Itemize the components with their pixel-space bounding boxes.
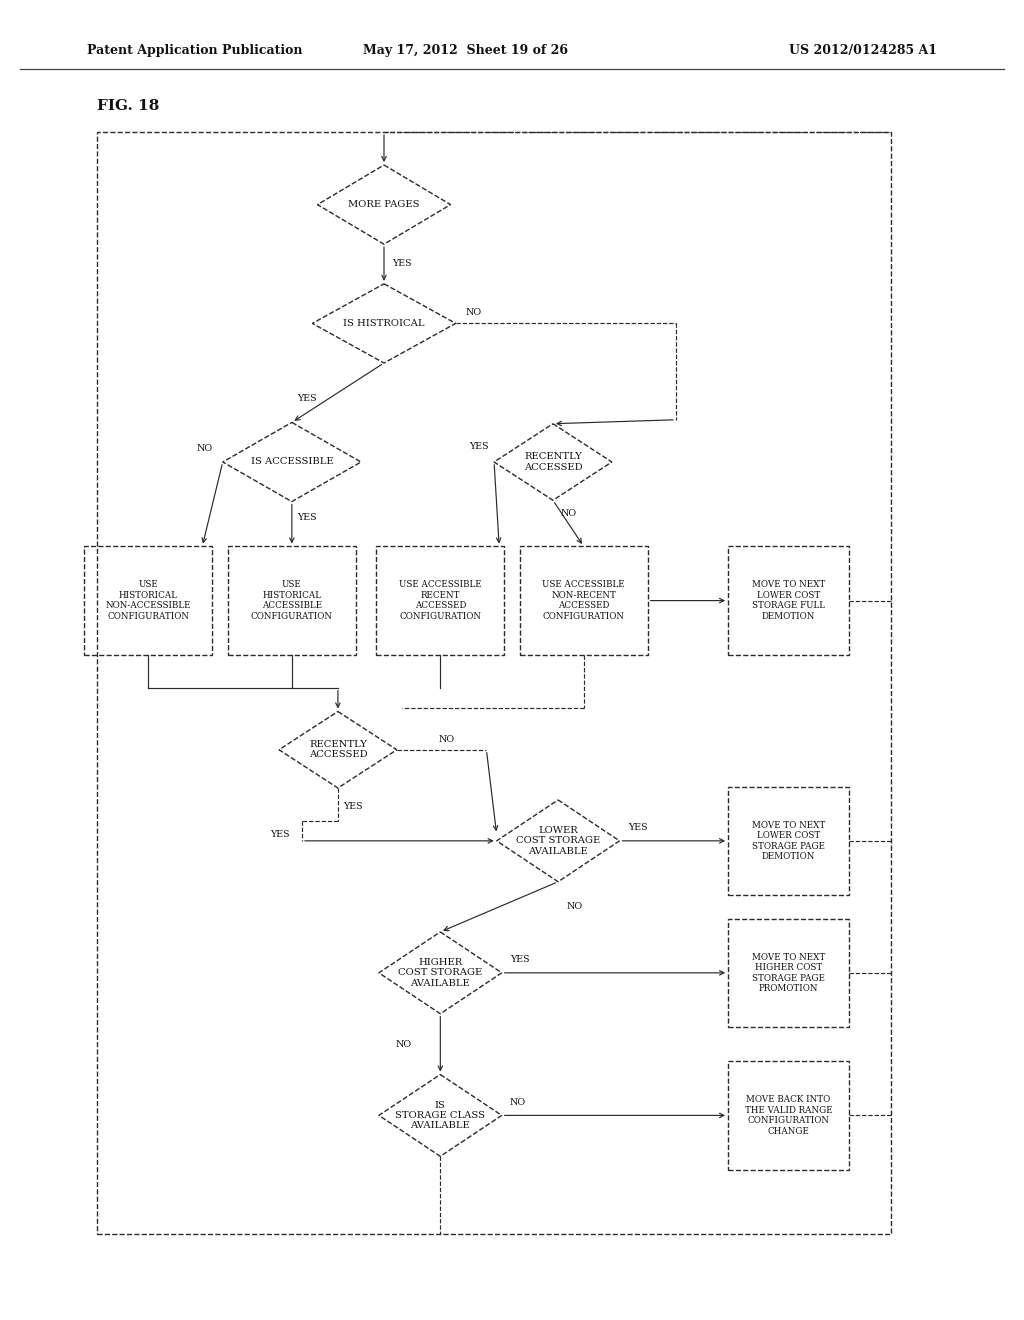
Text: MOVE TO NEXT
LOWER COST
STORAGE FULL
DEMOTION: MOVE TO NEXT LOWER COST STORAGE FULL DEM… xyxy=(752,581,825,620)
Text: NO: NO xyxy=(466,309,482,317)
Text: YES: YES xyxy=(469,442,489,450)
Text: YES: YES xyxy=(510,956,529,964)
Text: USE ACCESSIBLE
NON-RECENT
ACCESSED
CONFIGURATION: USE ACCESSIBLE NON-RECENT ACCESSED CONFI… xyxy=(543,581,625,620)
Text: May 17, 2012  Sheet 19 of 26: May 17, 2012 Sheet 19 of 26 xyxy=(364,44,568,57)
Text: YES: YES xyxy=(297,395,316,403)
Text: YES: YES xyxy=(392,260,412,268)
Text: IS HISTROICAL: IS HISTROICAL xyxy=(343,319,425,327)
Text: USE
HISTORICAL
ACCESSIBLE
CONFIGURATION: USE HISTORICAL ACCESSIBLE CONFIGURATION xyxy=(251,581,333,620)
Text: USE ACCESSIBLE
RECENT
ACCESSED
CONFIGURATION: USE ACCESSIBLE RECENT ACCESSED CONFIGURA… xyxy=(399,581,481,620)
Text: NO: NO xyxy=(438,735,455,743)
Text: MOVE TO NEXT
HIGHER COST
STORAGE PAGE
PROMOTION: MOVE TO NEXT HIGHER COST STORAGE PAGE PR… xyxy=(752,953,825,993)
Text: YES: YES xyxy=(270,830,290,838)
Text: NO: NO xyxy=(510,1098,526,1106)
Text: RECENTLY
ACCESSED: RECENTLY ACCESSED xyxy=(308,741,368,759)
Text: MORE PAGES: MORE PAGES xyxy=(348,201,420,209)
Text: NO: NO xyxy=(395,1040,412,1048)
Text: LOWER
COST STORAGE
AVAILABLE: LOWER COST STORAGE AVAILABLE xyxy=(516,826,600,855)
Text: USE
HISTORICAL
NON-ACCESSIBLE
CONFIGURATION: USE HISTORICAL NON-ACCESSIBLE CONFIGURAT… xyxy=(105,581,191,620)
Text: MOVE BACK INTO
THE VALID RANGE
CONFIGURATION
CHANGE: MOVE BACK INTO THE VALID RANGE CONFIGURA… xyxy=(744,1096,833,1135)
Text: Patent Application Publication: Patent Application Publication xyxy=(87,44,302,57)
Text: US 2012/0124285 A1: US 2012/0124285 A1 xyxy=(788,44,937,57)
Text: NO: NO xyxy=(566,903,583,911)
Text: NO: NO xyxy=(197,445,212,453)
Text: NO: NO xyxy=(560,510,577,517)
Text: RECENTLY
ACCESSED: RECENTLY ACCESSED xyxy=(523,453,583,471)
Text: YES: YES xyxy=(343,803,362,810)
Text: IS ACCESSIBLE: IS ACCESSIBLE xyxy=(251,458,333,466)
Text: IS
STORAGE CLASS
AVAILABLE: IS STORAGE CLASS AVAILABLE xyxy=(395,1101,485,1130)
Text: FIG. 18: FIG. 18 xyxy=(97,99,160,112)
Text: YES: YES xyxy=(297,513,316,521)
Text: HIGHER
COST STORAGE
AVAILABLE: HIGHER COST STORAGE AVAILABLE xyxy=(398,958,482,987)
Text: MOVE TO NEXT
LOWER COST
STORAGE PAGE
DEMOTION: MOVE TO NEXT LOWER COST STORAGE PAGE DEM… xyxy=(752,821,825,861)
Text: YES: YES xyxy=(628,824,647,832)
